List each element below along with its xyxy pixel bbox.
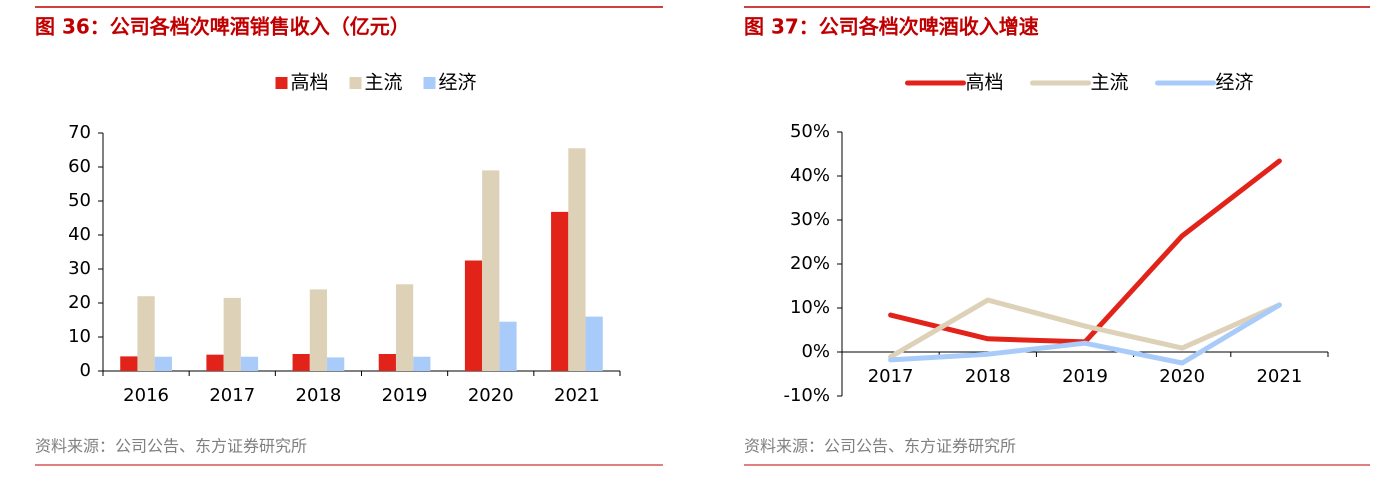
line-series [888,297,1282,360]
legend-label: 主流 [365,72,403,94]
bar [223,297,241,371]
x-tick-label: 2018 [296,385,342,406]
bar [482,170,500,371]
bar [154,356,172,371]
y-tick-label: 30 [68,258,91,279]
y-tick-label: 50% [790,121,830,142]
bar [585,316,603,371]
x-tick-label: 2019 [1062,366,1108,387]
bar [413,356,431,371]
x-tick-label: 2017 [868,366,914,387]
bar [551,211,569,371]
legend-label: 高档 [966,72,1004,94]
y-tick-label: 40% [790,165,830,186]
bar [568,148,586,371]
x-tick-label: 2018 [965,366,1011,387]
x-tick-label: 2016 [123,385,169,406]
legend-label: 经济 [439,72,477,94]
y-tick-label: 20% [790,253,830,274]
x-tick-label: 2020 [1159,366,1205,387]
bar [327,357,345,371]
y-tick-label: 60 [68,156,91,177]
bar [464,260,483,371]
x-tick-label: 2021 [554,385,600,406]
line-series [888,158,1282,345]
y-tick-label: 0 [80,360,91,381]
y-tick-label: 10 [68,326,91,347]
bar [395,284,414,371]
y-tick-label: 0% [801,341,830,362]
y-tick-label: -10% [783,385,830,406]
x-tick-label: 2019 [382,385,428,406]
x-tick-label: 2021 [1256,366,1302,387]
source: 资料来源：公司公告、东方证券研究所 [35,437,307,456]
chart-title: 图 36：公司各档次啤酒销售收入（亿元） [35,15,410,39]
legend-label: 经济 [1216,72,1254,94]
legend-swatch [423,77,436,89]
y-tick-label: 70 [68,122,91,143]
bar [292,354,310,371]
bar [120,356,138,371]
bar [499,321,517,371]
y-tick-label: 50 [68,190,91,211]
bar [137,296,155,371]
x-tick-label: 2017 [209,385,255,406]
source: 资料来源：公司公告、东方证券研究所 [744,437,1016,456]
legend-label: 高档 [291,72,329,94]
bar [309,289,328,371]
y-tick-label: 20 [68,292,91,313]
bar [240,356,259,371]
legend-swatch [349,77,362,89]
line-series [888,302,1282,366]
legend-label: 主流 [1091,72,1129,94]
x-tick-label: 2020 [468,385,514,406]
legend-swatch [275,77,288,89]
y-tick-label: 30% [790,209,830,230]
bar [378,354,396,371]
chart-title: 图 37：公司各档次啤酒收入增速 [744,15,1039,39]
y-tick-label: 10% [790,297,830,318]
y-tick-label: 40 [68,224,91,245]
bar [206,354,224,371]
